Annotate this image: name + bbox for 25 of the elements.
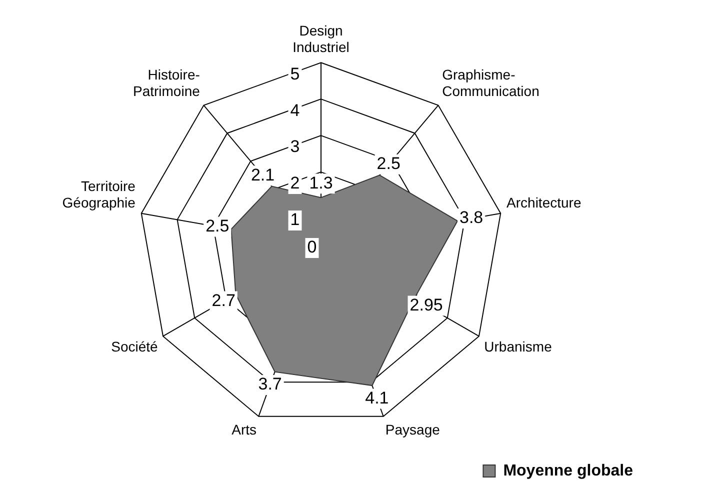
data-label: 1.3 <box>309 173 333 192</box>
data-label: 2.5 <box>206 216 230 236</box>
y-tick-label: 2 <box>290 174 300 193</box>
data-label: 2.95 <box>410 295 443 314</box>
data-label: 2.7 <box>212 290 236 310</box>
y-tick-label: 1 <box>290 210 300 230</box>
y-tick-label: 0 <box>307 238 317 257</box>
spoke-label: Architecture <box>506 194 582 211</box>
data-label: 3.7 <box>258 374 282 394</box>
spoke-label: Design Industriel <box>292 22 350 56</box>
spoke-label: Société <box>111 338 158 354</box>
spoke-label: Urbanisme <box>484 338 552 354</box>
legend-label: Moyenne globale <box>503 462 634 480</box>
y-tick-label: 4 <box>290 100 300 120</box>
data-label: 4.1 <box>365 388 389 408</box>
spoke-label: Graphisme-Communication <box>442 66 540 100</box>
spoke-label: Paysage <box>385 421 440 438</box>
spoke-label: Histoire-Patrimoine <box>132 66 200 100</box>
data-label: 2.1 <box>250 165 275 184</box>
data-label: 3.8 <box>459 208 484 228</box>
spoke-label: Arts <box>232 421 257 438</box>
y-tick-label: 5 <box>290 64 300 84</box>
y-tick-label: 3 <box>290 137 300 156</box>
data-label: 2.5 <box>376 154 400 174</box>
spoke-label: Territoire Géographie <box>62 178 136 211</box>
